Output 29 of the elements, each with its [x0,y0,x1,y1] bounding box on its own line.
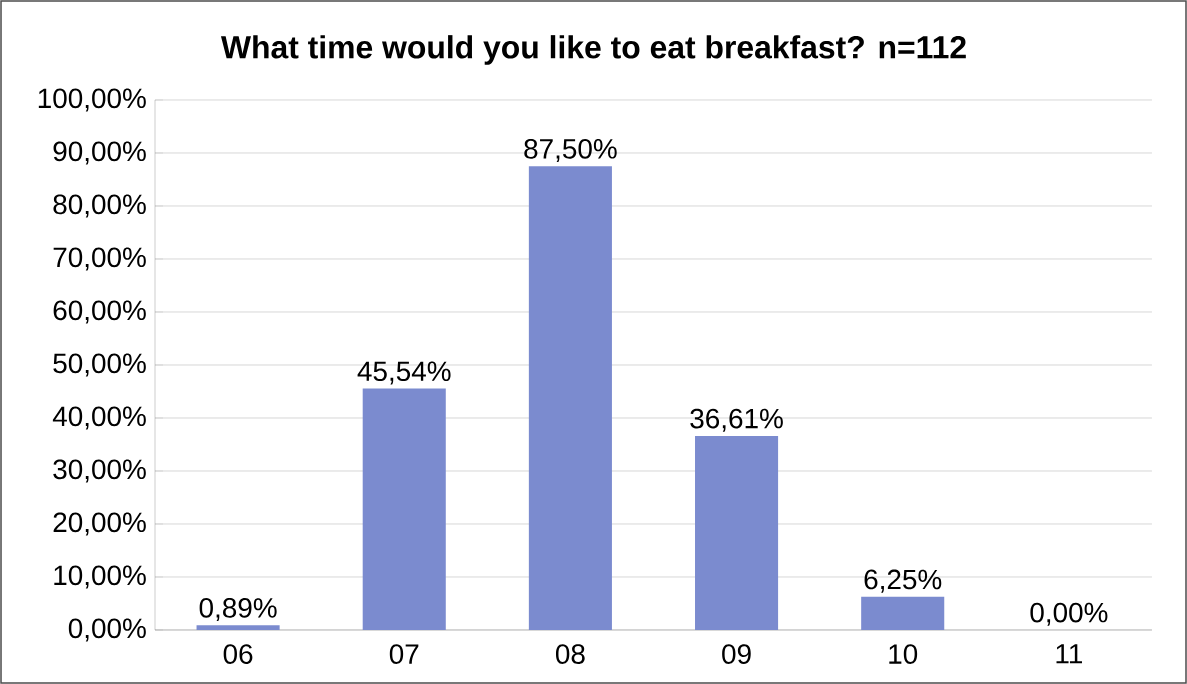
bar [362,388,446,630]
y-tick-label: 10,00% [54,565,146,589]
x-tick-label: 06 [223,644,253,664]
x-tick-label: 10 [889,644,918,664]
x-tick-label: 07 [389,644,419,664]
y-tick-label: 20,00% [53,512,146,536]
x-tick-label: 08 [555,644,585,664]
y-tick-label: 0,00% [68,618,146,642]
chart-title: What time would you like to eat breakfast? n=112 [220,35,966,65]
x-tick-label: 09 [722,644,751,664]
y-tick-label: 60,00% [53,300,146,324]
data-label: 87,50% [524,139,617,163]
y-tick-label: 80,00% [53,194,146,218]
data-label: 45,54% [357,361,451,385]
data-label: 6,25% [864,569,942,593]
y-tick-label: 70,00% [53,247,146,271]
y-tick-label: 50,00% [53,353,146,377]
x-tick-label: 11 [1056,644,1082,664]
data-label: 0,00% [1030,602,1108,626]
bar [695,435,779,630]
y-tick-label: 30,00% [53,459,146,483]
y-tick-label: 90,00% [53,141,146,165]
bar [196,625,280,630]
y-tick-label: 40,00% [52,406,146,430]
bar [528,166,612,630]
data-label: 0,89% [199,598,277,622]
bar [861,596,945,630]
data-label: 36,61% [690,408,783,432]
y-tick-label: 100,00% [38,88,146,112]
